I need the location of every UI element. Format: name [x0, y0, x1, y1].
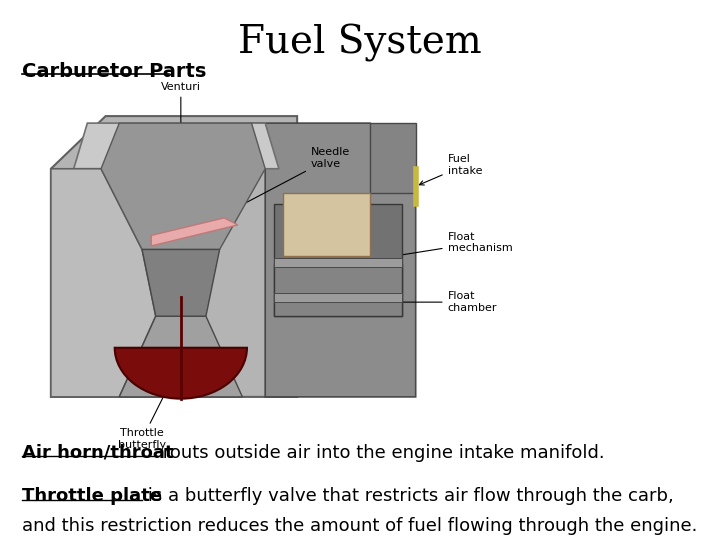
Text: and this restriction reduces the amount of fuel flowing through the engine.: and this restriction reduces the amount … [22, 517, 697, 535]
Bar [274, 293, 402, 302]
Polygon shape [51, 168, 156, 397]
Text: is a butterfly valve that restricts air flow through the carb,: is a butterfly valve that restricts air … [142, 487, 674, 505]
Polygon shape [142, 249, 220, 316]
Bar [274, 204, 402, 316]
Text: Throttle
butterfly: Throttle butterfly [118, 366, 179, 450]
Bar [284, 193, 370, 256]
Text: Carburetor Parts: Carburetor Parts [22, 62, 206, 81]
Text: routs outside air into the engine intake manifold.: routs outside air into the engine intake… [157, 444, 605, 462]
Text: Air horn/throat: Air horn/throat [22, 444, 173, 462]
Polygon shape [151, 218, 238, 246]
Bar [274, 258, 402, 267]
Text: Fuel
intake: Fuel intake [419, 154, 482, 185]
Text: Fuel System: Fuel System [238, 24, 482, 62]
Bar [370, 123, 415, 193]
Bar [274, 264, 402, 316]
Polygon shape [251, 123, 415, 397]
Wedge shape [114, 348, 247, 399]
Text: Venturi: Venturi [161, 82, 201, 147]
Polygon shape [120, 316, 243, 397]
Polygon shape [51, 116, 297, 397]
Polygon shape [73, 123, 279, 168]
Text: Throttle plate: Throttle plate [22, 487, 161, 505]
Text: Needle
valve: Needle valve [214, 147, 350, 220]
Text: Float
chamber: Float chamber [351, 291, 497, 313]
Polygon shape [101, 123, 265, 249]
Text: Float
mechanism: Float mechanism [351, 232, 513, 265]
